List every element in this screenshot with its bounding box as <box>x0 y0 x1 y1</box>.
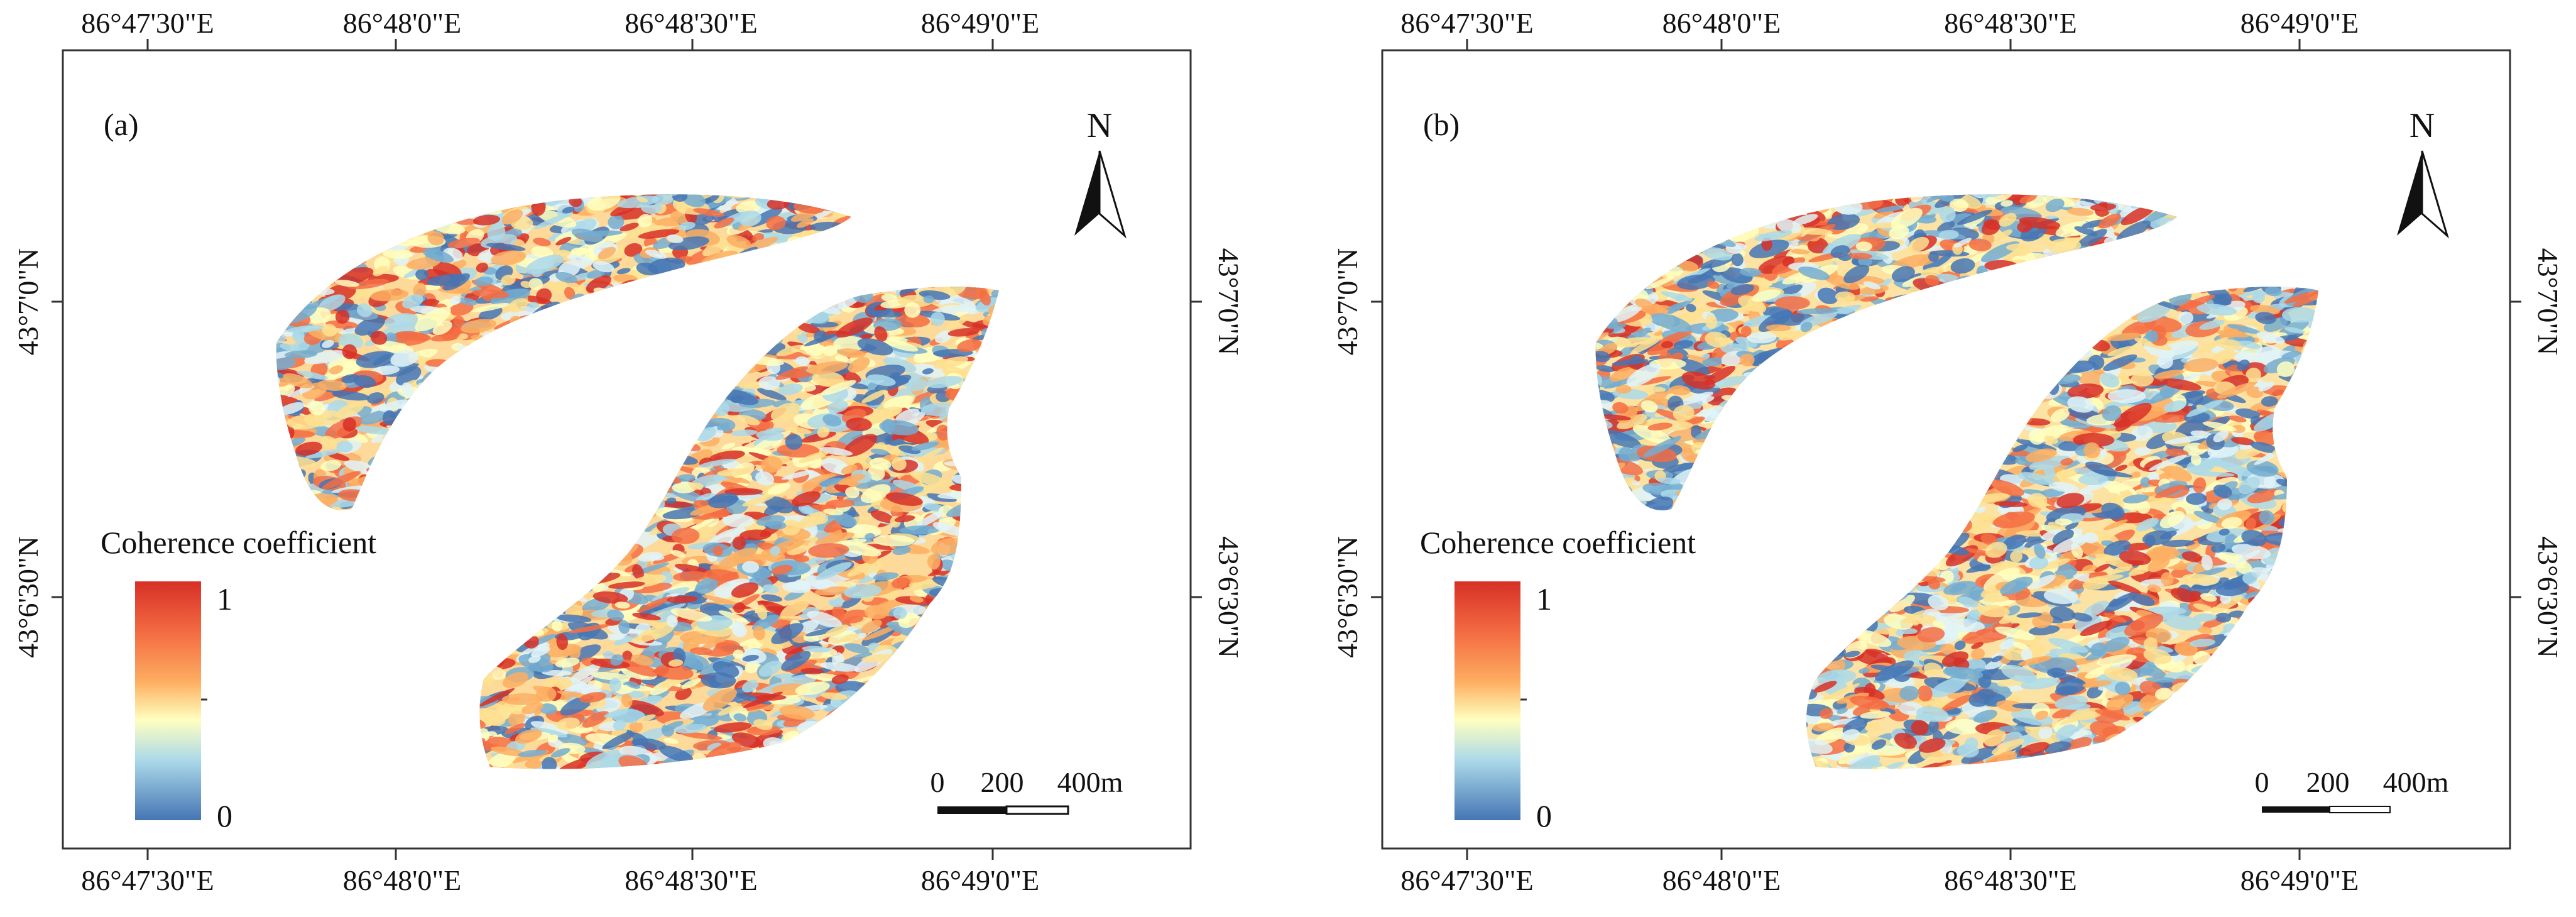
panel-a: 86°47'30"E 86°48'0"E 86°48'30"E 86°49'0"… <box>12 7 1245 896</box>
panel-b-left-tick-2: 43°6'30"N <box>1331 536 1363 658</box>
panel-a-bottom-tick-1: 86°47'30"E <box>81 864 214 896</box>
panel-a-scale-bar: 0 200 400m <box>931 766 1123 815</box>
panel-a-bottom-tick-2: 86°48'0"E <box>343 864 462 896</box>
panel-b-scale-200: 200 <box>2306 766 2350 798</box>
panel-b-legend-max: 1 <box>1536 581 1552 617</box>
panel-b-bottom-tick-4: 86°49'0"E <box>2240 864 2359 896</box>
panel-a-legend: Coherence coefficient 1 0 <box>101 525 376 833</box>
panel-b-bottom-tick-2: 86°48'0"E <box>1662 864 1781 896</box>
panel-b-top-tick-4: 86°49'0"E <box>2240 7 2359 39</box>
panel-b-north-label: N <box>2410 106 2435 145</box>
panel-a-scale-0: 0 <box>931 766 945 798</box>
panel-b-scale-400: 400m <box>2383 766 2449 798</box>
panel-a-north-arrow: N <box>1074 106 1127 239</box>
north-arrow-icon <box>2397 151 2422 236</box>
panel-a-bottom-tick-4: 86°49'0"E <box>921 864 1040 896</box>
panel-b-bottom-tick-3: 86°48'30"E <box>1944 864 2077 896</box>
panel-a-left-tick-2: 43°6'30"N <box>12 536 44 658</box>
panel-a-bottom-tick-3: 86°48'30"E <box>625 864 758 896</box>
panel-b-top-tick-2: 86°48'0"E <box>1662 7 1781 39</box>
panel-b-left-tick-1: 43°7'0"N <box>1331 248 1363 356</box>
panel-a-top-tick-2: 86°48'0"E <box>343 7 462 39</box>
panel-b-north-arrow: N <box>2397 106 2449 239</box>
panel-b-right-tick-1: 43°7'0"N <box>2532 248 2564 356</box>
panel-b-legend-min: 0 <box>1536 798 1552 833</box>
panel-a-top-tick-3: 86°48'30"E <box>625 7 758 39</box>
panel-b-right-tick-2: 43°6'30"N <box>2532 536 2564 658</box>
panel-a-legend-title: Coherence coefficient <box>101 525 376 560</box>
panel-b-scale-bar: 0 200 400m <box>2255 766 2449 813</box>
panel-b-bottom-tick-1: 86°47'30"E <box>1400 864 1534 896</box>
panel-a-right-tick-2: 43°6'30"N <box>1213 536 1245 658</box>
north-arrow-icon <box>1074 151 1100 236</box>
panel-b-legend: Coherence coefficient 1 0 <box>1420 525 1696 833</box>
panel-b-tick-marks <box>1371 39 2521 860</box>
panel-a-legend-colorbar <box>135 581 201 820</box>
panel-a-right-tick-1: 43°7'0"N <box>1213 248 1245 356</box>
panel-b-scale-0: 0 <box>2255 766 2269 798</box>
panel-a-top-tick-4: 86°49'0"E <box>921 7 1040 39</box>
panel-b-label: (b) <box>1423 107 1460 142</box>
panel-b: 86°47'30"E 86°48'0"E 86°48'30"E 86°49'0"… <box>1331 7 2564 896</box>
panel-b-legend-colorbar <box>1454 581 1520 820</box>
panel-a-label: (a) <box>104 107 139 142</box>
panel-a-left-tick-1: 43°7'0"N <box>12 248 44 356</box>
panel-b-top-tick-3: 86°48'30"E <box>1944 7 2077 39</box>
panel-a-scale-200: 200 <box>981 766 1024 798</box>
panel-a-legend-min: 0 <box>217 798 232 833</box>
panel-b-legend-title: Coherence coefficient <box>1420 525 1696 560</box>
panel-b-top-tick-1: 86°47'30"E <box>1400 7 1534 39</box>
panel-a-top-tick-1: 86°47'30"E <box>81 7 214 39</box>
panel-a-tick-marks <box>52 39 1202 860</box>
panel-a-scale-400: 400m <box>1057 766 1123 798</box>
panel-a-legend-max: 1 <box>217 581 232 617</box>
panel-a-north-label: N <box>1087 106 1112 145</box>
